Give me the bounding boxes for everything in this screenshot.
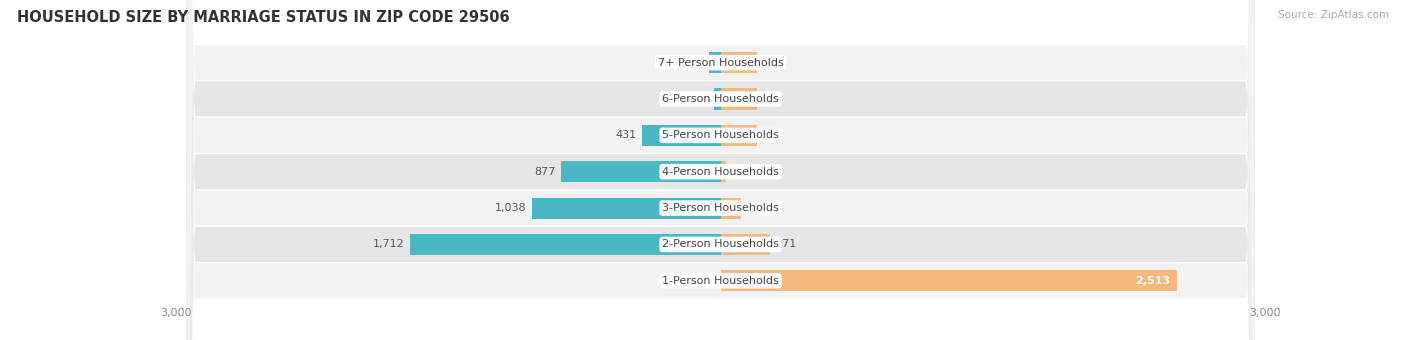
- FancyBboxPatch shape: [187, 0, 1254, 340]
- Bar: [709, 52, 721, 73]
- Bar: [561, 161, 721, 182]
- Text: 1,038: 1,038: [495, 203, 527, 213]
- Text: 271: 271: [775, 239, 796, 250]
- Bar: [714, 88, 721, 109]
- Text: 7+ Person Households: 7+ Person Households: [658, 57, 783, 68]
- Text: 1,712: 1,712: [373, 239, 404, 250]
- Text: 4-Person Households: 4-Person Households: [662, 167, 779, 177]
- Text: 0: 0: [762, 57, 769, 68]
- Text: 877: 877: [534, 167, 555, 177]
- Bar: [721, 161, 725, 182]
- Text: 36: 36: [695, 94, 709, 104]
- Text: 1-Person Households: 1-Person Households: [662, 276, 779, 286]
- Text: HOUSEHOLD SIZE BY MARRIAGE STATUS IN ZIP CODE 29506: HOUSEHOLD SIZE BY MARRIAGE STATUS IN ZIP…: [17, 10, 509, 25]
- Bar: [643, 125, 721, 146]
- Text: 28: 28: [731, 167, 745, 177]
- Text: Source: ZipAtlas.com: Source: ZipAtlas.com: [1278, 10, 1389, 20]
- Text: 5-Person Households: 5-Person Households: [662, 130, 779, 140]
- Text: 2,513: 2,513: [1135, 276, 1170, 286]
- Text: 0: 0: [762, 130, 769, 140]
- FancyBboxPatch shape: [187, 0, 1254, 340]
- Bar: [721, 270, 1177, 291]
- Text: 6-Person Households: 6-Person Households: [662, 94, 779, 104]
- Bar: [721, 88, 756, 109]
- Bar: [721, 234, 770, 255]
- Bar: [531, 198, 721, 219]
- Text: 431: 431: [616, 130, 637, 140]
- FancyBboxPatch shape: [187, 0, 1254, 340]
- FancyBboxPatch shape: [187, 0, 1254, 340]
- Bar: [721, 125, 756, 146]
- Bar: [409, 234, 721, 255]
- Text: 65: 65: [689, 57, 703, 68]
- FancyBboxPatch shape: [187, 0, 1254, 340]
- Bar: [721, 52, 756, 73]
- FancyBboxPatch shape: [187, 0, 1254, 340]
- Bar: [721, 198, 741, 219]
- Text: 2-Person Households: 2-Person Households: [662, 239, 779, 250]
- FancyBboxPatch shape: [187, 0, 1254, 340]
- Text: 3-Person Households: 3-Person Households: [662, 203, 779, 213]
- Text: 0: 0: [762, 94, 769, 104]
- Text: 115: 115: [747, 203, 768, 213]
